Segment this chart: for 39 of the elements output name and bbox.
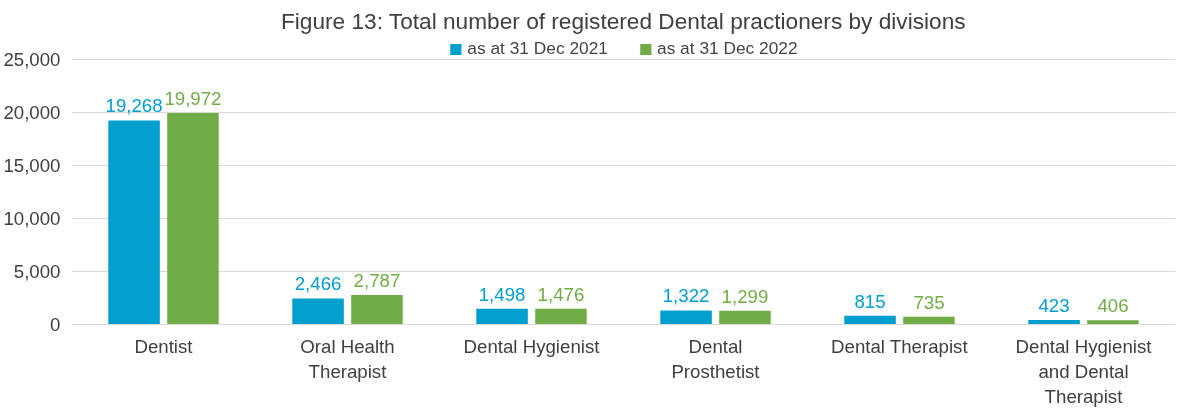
data-label: 1,498 bbox=[478, 283, 526, 305]
x-tick-label: Dental Hygienist and Dental Therapist bbox=[1015, 335, 1153, 407]
x-tick-label: Dental Therapist bbox=[831, 335, 969, 357]
bar bbox=[292, 298, 344, 325]
bar bbox=[719, 310, 771, 325]
x-tick-label: Dentist bbox=[134, 335, 194, 357]
data-label: 2,787 bbox=[353, 269, 401, 291]
data-label: 815 bbox=[854, 290, 886, 312]
bar bbox=[476, 308, 528, 325]
data-label: 735 bbox=[913, 291, 945, 313]
y-tick-label: 5,000 bbox=[13, 261, 61, 283]
x-tick-label: Dental Hygienist bbox=[463, 335, 601, 357]
bar bbox=[660, 310, 712, 325]
legend-label: as at 31 Dec 2021 bbox=[467, 38, 608, 59]
data-label: 1,476 bbox=[537, 283, 585, 305]
data-label: 423 bbox=[1038, 295, 1070, 317]
legend-label: as at 31 Dec 2022 bbox=[657, 38, 798, 59]
data-label: 1,299 bbox=[721, 285, 769, 307]
x-tick-label: Oral Health Therapist bbox=[300, 335, 395, 382]
data-label: 1,322 bbox=[662, 285, 710, 307]
bar bbox=[535, 308, 587, 325]
bar bbox=[167, 112, 219, 325]
data-label: 2,466 bbox=[294, 273, 342, 295]
bar bbox=[1028, 320, 1080, 325]
bar bbox=[1087, 320, 1139, 325]
y-tick-label: 10,000 bbox=[3, 208, 61, 230]
bar bbox=[108, 120, 160, 325]
data-label: 406 bbox=[1097, 295, 1129, 317]
chart-title: Figure 13: Total number of registered Dental practioners by divisions bbox=[280, 7, 966, 34]
x-tick-label: Dental Prosthetist bbox=[671, 335, 761, 382]
data-label: 19,268 bbox=[105, 95, 163, 117]
y-tick-label: 25,000 bbox=[3, 49, 61, 71]
bar bbox=[903, 316, 955, 325]
y-tick-label: 15,000 bbox=[3, 155, 61, 177]
data-label: 19,972 bbox=[164, 87, 222, 109]
y-tick-label: 0 bbox=[50, 314, 61, 335]
bar bbox=[844, 315, 896, 325]
y-tick-label: 20,000 bbox=[3, 102, 61, 124]
bar bbox=[351, 294, 403, 325]
